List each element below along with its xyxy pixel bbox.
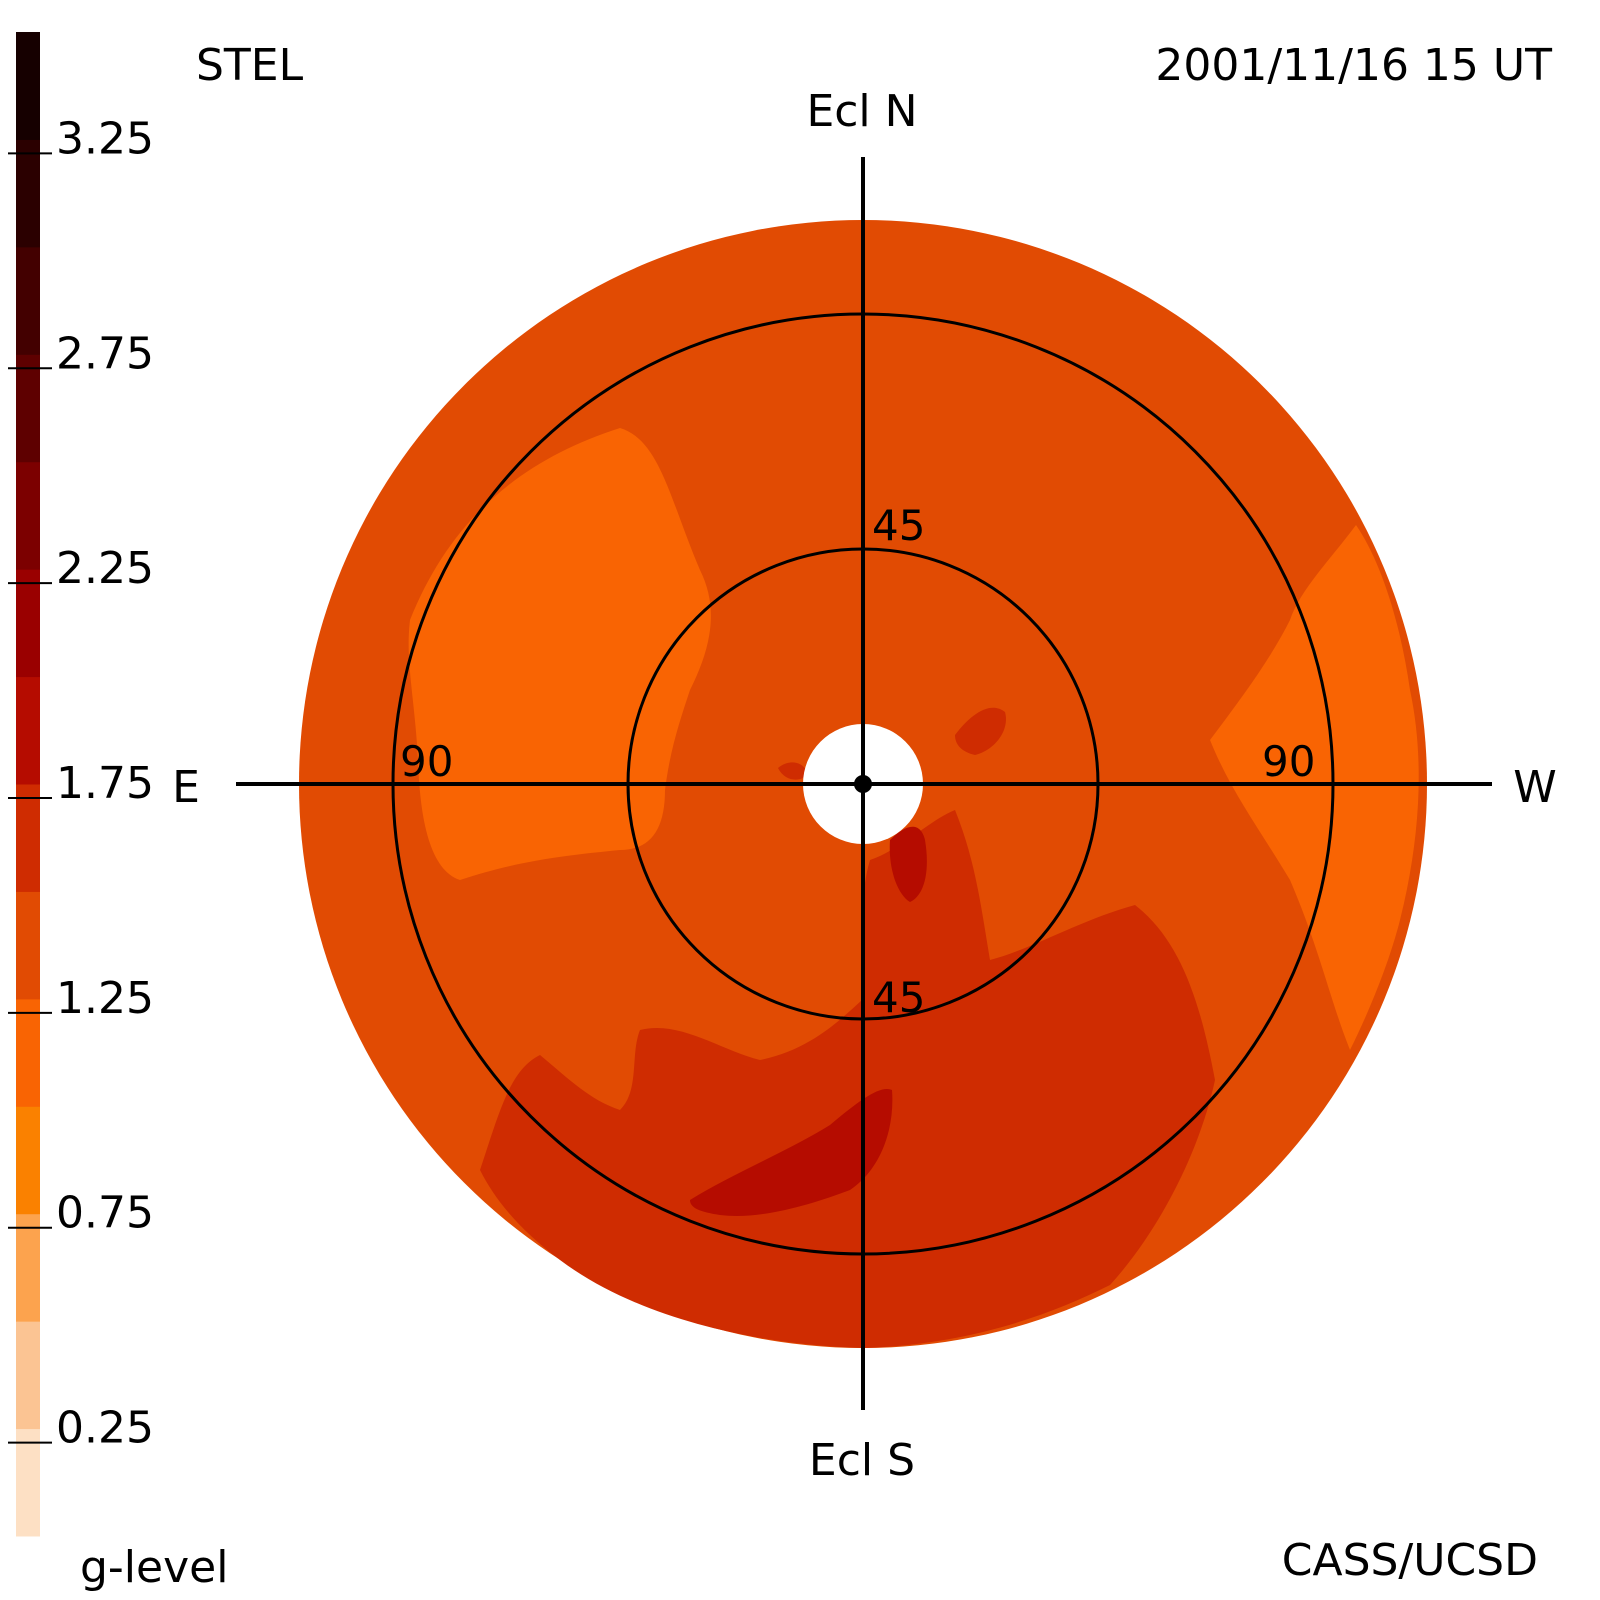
colorbar-ticks: 3.25 2.75 2.25 1.75 1.25 0.75 0.25 — [8, 113, 154, 1454]
colorbar-tick-label: 0.75 — [56, 1188, 154, 1239]
colorbar-band — [16, 998, 40, 1107]
direction-east: E — [172, 762, 200, 813]
direction-north: Ecl N — [806, 86, 917, 137]
colorbar — [16, 32, 40, 1537]
region-south-darkest — [690, 1089, 893, 1216]
colorbar-label: g-level — [80, 1542, 228, 1593]
colorbar-band — [16, 139, 40, 248]
credit-label: CASS/UCSD — [1282, 1535, 1538, 1586]
colorbar-band — [16, 1213, 40, 1322]
ring-label-45-bottom: 45 — [872, 973, 925, 1022]
direction-west: W — [1513, 762, 1557, 813]
colorbar-band — [16, 569, 40, 678]
region-center-darkest — [889, 826, 927, 902]
colorbar-band — [16, 246, 40, 355]
ring-label-45-top: 45 — [872, 501, 925, 550]
instrument-label: STEL — [196, 40, 304, 91]
colorbar-band — [16, 32, 40, 140]
ring-label-90-left: 90 — [400, 737, 453, 786]
region-east-light — [408, 428, 711, 880]
colorbar-band — [16, 1321, 40, 1430]
ring-label-90-right: 90 — [1262, 737, 1315, 786]
region-center-dark — [778, 762, 808, 780]
timestamp-label: 2001/11/16 15 UT — [1155, 40, 1552, 91]
colorbar-tick-label: 2.75 — [56, 328, 154, 379]
region-ne-dark — [955, 707, 1006, 755]
colorbar-tick-label: 3.25 — [56, 113, 154, 164]
colorbar-band — [16, 1106, 40, 1215]
colorbar-tick-label: 0.25 — [56, 1403, 154, 1454]
colorbar-band — [16, 1428, 40, 1537]
colorbar-band — [16, 676, 40, 785]
colorbar-band — [16, 891, 40, 1000]
region-south-dark — [480, 810, 1215, 1348]
colorbar-tick-label: 2.25 — [56, 543, 154, 594]
colorbar-tick-label: 1.75 — [56, 758, 154, 809]
colorbar-tick-label: 1.25 — [56, 973, 154, 1024]
skymap-disk — [236, 157, 1492, 1410]
colorbar-band — [16, 354, 40, 463]
colorbar-band — [16, 784, 40, 892]
colorbar-band — [16, 461, 40, 570]
direction-south: Ecl S — [809, 1435, 915, 1486]
region-west-light — [1210, 525, 1419, 1050]
